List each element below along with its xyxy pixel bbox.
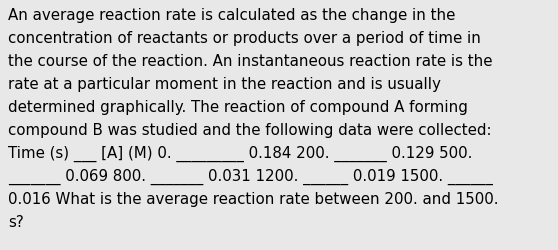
Text: the course of the reaction. An instantaneous reaction rate is the: the course of the reaction. An instantan… [8,54,493,68]
Text: s?: s? [8,214,24,230]
Text: compound B was studied and the following data were collected:: compound B was studied and the following… [8,122,492,138]
Text: _______ 0.069 800. _______ 0.031 1200. ______ 0.019 1500. ______: _______ 0.069 800. _______ 0.031 1200. _… [8,168,493,185]
Text: concentration of reactants or products over a period of time in: concentration of reactants or products o… [8,30,481,46]
Text: An average reaction rate is calculated as the change in the: An average reaction rate is calculated a… [8,8,456,22]
Text: 0.016 What is the average reaction rate between 200. and 1500.: 0.016 What is the average reaction rate … [8,192,499,206]
Text: Time (s) ___ [A] (M) 0. _________ 0.184 200. _______ 0.129 500.: Time (s) ___ [A] (M) 0. _________ 0.184 … [8,146,473,162]
Text: determined graphically. The reaction of compound A forming: determined graphically. The reaction of … [8,100,468,114]
Text: rate at a particular moment in the reaction and is usually: rate at a particular moment in the react… [8,76,441,92]
